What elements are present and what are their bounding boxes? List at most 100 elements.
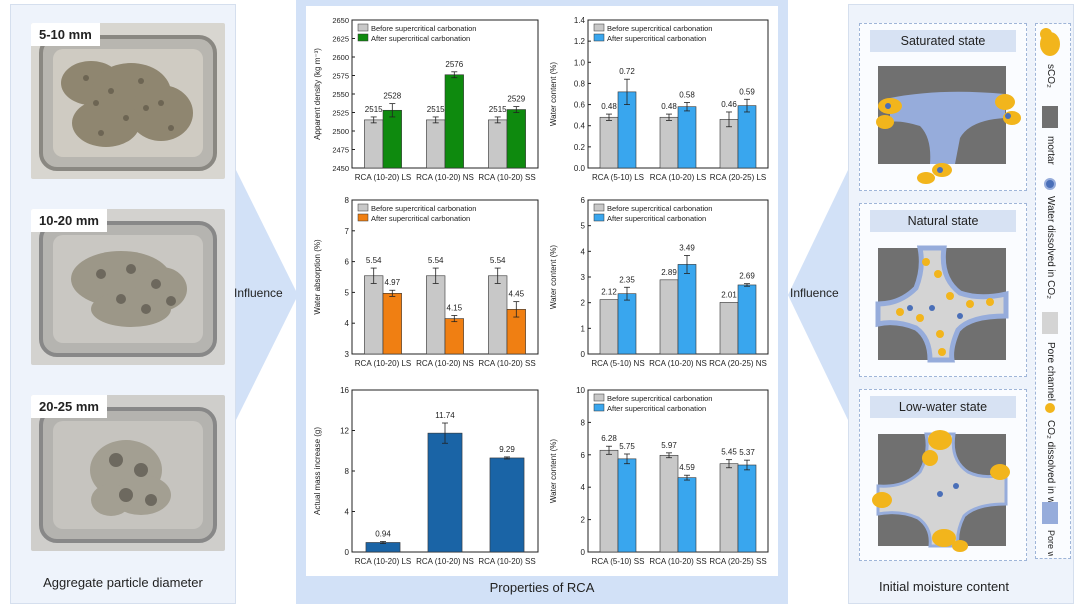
data-label: 4.45 [509, 290, 525, 299]
bar [488, 119, 508, 169]
y-tick-label: 2475 [332, 146, 349, 155]
water-content-ns-chart: 0 1 2 3 4 5 6 Water content (%) RCA (5-10) NS 2.1… [549, 196, 769, 368]
legend-swatch [593, 203, 605, 212]
legend-mortar: mortar [1042, 106, 1058, 166]
data-label: 2515 [427, 105, 445, 114]
bar [677, 264, 697, 355]
legend-swatch [357, 203, 369, 212]
y-tick-label: 4 [581, 247, 586, 256]
y-tick-label: 8 [345, 196, 350, 205]
legend-label: Before supercritical carbonation [371, 204, 476, 213]
low-water-state-box: Low-water state [859, 389, 1027, 561]
legend-swatch [593, 403, 605, 412]
rca-properties-panel: 2450 2475 2500 2525 2550 2575 2600 2625 2650 Appa… [296, 0, 788, 604]
data-label: 2529 [507, 95, 525, 104]
y-tick-label: 3 [581, 273, 586, 282]
bar [365, 542, 401, 553]
bar [677, 106, 697, 169]
state-title: Natural state [870, 210, 1016, 232]
water-content-ls-chart: 0.0 0.2 0.4 0.6 0.8 1.0 1.2 1.4 Water content (%… [549, 16, 769, 182]
bar [488, 275, 508, 355]
legend-swatch [593, 23, 605, 32]
y-tick-label: 0.4 [574, 122, 586, 131]
data-label: 4.59 [679, 463, 695, 472]
y-tick-label: 1.0 [574, 58, 586, 67]
y-tick-label: 2600 [332, 53, 349, 62]
y-tick-label: 6 [581, 451, 586, 460]
data-label: 0.58 [679, 90, 695, 99]
legend-label: After supercritical carbonation [607, 34, 706, 43]
legend-label: Pore channel [1045, 342, 1056, 401]
legend-column: sCO₂ mortar Water dissolved in CO₂ Pore … [1035, 23, 1071, 574]
data-label: 5.45 [721, 448, 737, 457]
legend-swatch [593, 213, 605, 222]
data-label: 0.48 [661, 102, 677, 111]
x-tick-label: RCA (20-25) NS [709, 359, 767, 368]
data-label: 2515 [365, 105, 383, 114]
data-label: 9.29 [499, 445, 515, 454]
bar [617, 293, 637, 355]
y-tick-label: 4 [345, 319, 350, 328]
x-tick-label: RCA (10-20) SS [478, 557, 535, 566]
data-label: 4.97 [385, 278, 401, 287]
bar [426, 275, 446, 355]
right-caption: Initial moisture content [878, 579, 1010, 594]
bar [364, 119, 384, 169]
y-tick-label: 2650 [332, 16, 349, 25]
y-tick-label: 2450 [332, 164, 349, 173]
legend-swatch [357, 33, 369, 42]
influence-arrow-left [236, 170, 298, 420]
y-tick-label: 0.2 [574, 143, 586, 152]
bar [426, 119, 446, 169]
y-tick-label: 5 [345, 288, 350, 297]
data-label: 2.01 [721, 290, 737, 299]
data-label: 6.28 [601, 434, 617, 443]
y-tick-label: 4 [581, 483, 586, 492]
bar [737, 464, 757, 553]
y-tick-label: 2 [581, 299, 586, 308]
state-title: Low-water state [870, 396, 1016, 418]
bar [506, 109, 526, 169]
data-label: 0.72 [619, 67, 635, 76]
y-tick-label: 8 [581, 418, 586, 427]
data-label: 5.54 [490, 256, 506, 265]
legend-label: Before supercritical carbonation [607, 24, 712, 33]
legend-swatch [357, 23, 369, 32]
legend-label: After supercritical carbonation [607, 214, 706, 223]
saturated-state-box: Saturated state [859, 23, 1027, 191]
x-tick-label: RCA (10-20) NS [416, 359, 474, 368]
legend-sco2: sCO₂ [1040, 28, 1060, 88]
aggregate-photo-10-20: 10-20 mm [31, 209, 225, 365]
data-label: 2528 [383, 92, 401, 101]
y-tick-label: 16 [340, 386, 349, 395]
bar [617, 458, 637, 553]
bar [737, 284, 757, 355]
data-label: 2.12 [601, 288, 617, 297]
y-tick-label: 7 [345, 227, 350, 236]
data-label: 0.59 [739, 87, 755, 96]
x-tick-label: RCA (10-20) LS [650, 173, 706, 182]
legend-label: After supercritical carbonation [371, 214, 470, 223]
x-tick-label: RCA (5-10) NS [591, 359, 644, 368]
bar [427, 432, 463, 553]
sieve-basket-image [31, 395, 225, 551]
x-tick-label: RCA (10-20) NS [416, 557, 474, 566]
legend-label: After supercritical carbonation [371, 34, 470, 43]
x-tick-label: RCA (10-20) LS [355, 359, 411, 368]
apparent-density-chart: 2450 2475 2500 2525 2550 2575 2600 2625 2650 Appa… [313, 16, 539, 182]
x-tick-label: RCA (10-20) NS [649, 359, 707, 368]
data-label: 3.49 [679, 243, 695, 252]
bar [659, 116, 679, 169]
data-label: 5.54 [428, 256, 444, 265]
influence-label-left: Influence [234, 286, 283, 300]
x-tick-label: RCA (5-10) LS [592, 173, 644, 182]
low-water-state-diagram [872, 430, 1010, 552]
sieve-basket-image [31, 209, 225, 365]
y-tick-label: 6 [345, 258, 350, 267]
data-label: 2.35 [619, 275, 635, 284]
y-axis-label: Water content (%) [549, 62, 558, 127]
bar [599, 449, 619, 553]
y-tick-label: 2575 [332, 72, 349, 81]
x-tick-label: RCA (10-20) SS [478, 359, 535, 368]
bar [677, 477, 697, 553]
